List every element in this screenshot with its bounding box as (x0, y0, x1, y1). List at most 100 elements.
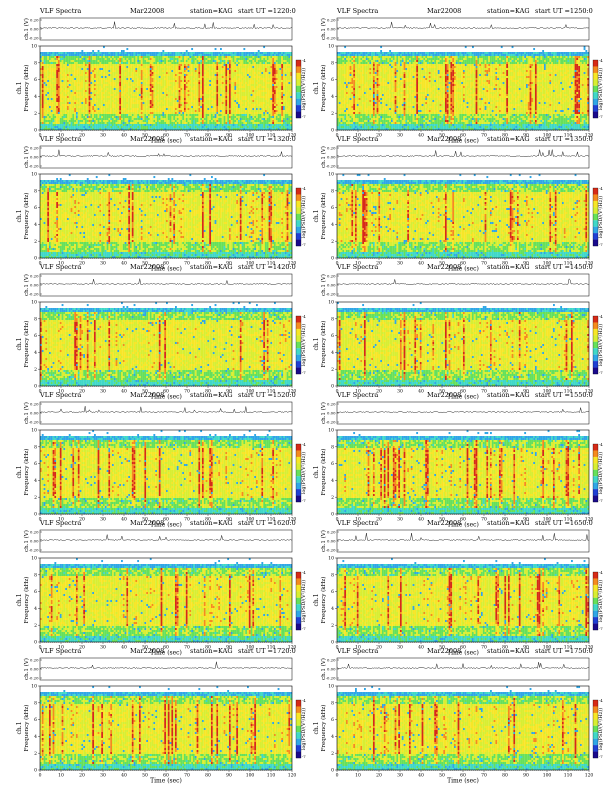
spectrogram-cell (49, 88, 51, 90)
spectrogram-cell (206, 68, 208, 70)
spectrogram-cell (155, 114, 157, 116)
spectrogram-cell (265, 112, 267, 114)
spectrogram-cell (242, 124, 244, 126)
spectrogram-cell (263, 98, 265, 100)
spectrogram-cell (49, 54, 51, 56)
spectrogram-cell (90, 100, 92, 102)
spectrogram-cell (179, 102, 181, 104)
spectrogram-cell (155, 120, 157, 122)
spectrogram-cell (135, 88, 137, 90)
spectrogram-cell (101, 70, 103, 72)
spectrogram-cell (231, 68, 233, 70)
spectrogram-cell (207, 114, 209, 116)
spectrogram-cell (89, 64, 91, 66)
spectrogram-cell (209, 92, 211, 94)
spectrogram-cell (206, 58, 208, 60)
spectrogram-cell (101, 62, 103, 64)
spectrogram-cell (261, 126, 263, 128)
spectrogram-cell (92, 72, 94, 74)
spectrogram-cell (175, 108, 177, 110)
spectrogram-cell (265, 108, 267, 110)
spectrogram-cell (198, 58, 200, 60)
spectrogram-cell (261, 100, 263, 102)
spectrogram-cell (132, 56, 134, 58)
spectrogram-cell (98, 54, 100, 56)
spectrogram-cell (251, 116, 253, 118)
spectrogram-cell (92, 64, 94, 66)
spectrogram-cell (245, 68, 247, 70)
spectrogram-cell (58, 60, 60, 62)
spectrogram-cell (184, 72, 186, 74)
spectrogram-cell (139, 76, 141, 78)
spectrogram-cell (251, 66, 253, 68)
spectrogram-cell (65, 104, 67, 106)
spectrogram-cell (267, 64, 269, 66)
spectrogram-cell (87, 52, 89, 54)
spectrogram-cell (195, 92, 197, 94)
spectrogram-cell (130, 68, 132, 70)
spectrogram-cell (224, 88, 226, 90)
spectrogram-cell (83, 104, 85, 106)
spectrogram-cell (54, 94, 56, 96)
spectrogram-cell (155, 80, 157, 82)
spectrogram-cell (135, 118, 137, 120)
spectrogram-cell (132, 74, 134, 76)
spectrogram-cell (191, 74, 193, 76)
spectrogram-cell (56, 124, 58, 126)
spectrogram-cell (54, 112, 56, 114)
spectrogram-cell (132, 70, 134, 72)
spectrogram-cell (186, 80, 188, 82)
spectrogram-cell (85, 52, 87, 54)
spectrogram-cell (143, 94, 145, 96)
spectrogram-cell (134, 56, 136, 58)
spectrogram-cell (202, 72, 204, 74)
spectrogram-cell (146, 92, 148, 94)
spectrogram-cell (128, 98, 130, 100)
spectrogram-cell (54, 76, 56, 78)
spectrogram-cell (269, 68, 271, 70)
spectrogram-cell (135, 122, 137, 124)
spectrogram-cell (44, 54, 46, 56)
spectrogram-cell (60, 94, 62, 96)
spectrogram-cell (182, 58, 184, 60)
spectrogram-cell (238, 82, 240, 84)
spectrogram-cell (141, 52, 143, 54)
spectrogram-cell (81, 122, 83, 124)
spectrogram-cell (155, 56, 157, 58)
spectrogram-cell (132, 80, 134, 82)
spectrogram-cell (159, 80, 161, 82)
spectrogram-cell (152, 106, 154, 108)
spectrogram-cell (126, 126, 128, 128)
spectrogram-cell (177, 72, 179, 74)
spectrogram-cell (78, 108, 80, 110)
spectrogram-cell (85, 120, 87, 122)
spectrogram-cell (164, 112, 166, 114)
spectrogram-cell (112, 88, 114, 90)
spectrogram-cell (247, 126, 249, 128)
spectrogram-cell (132, 100, 134, 102)
spectrogram-cell (193, 56, 195, 58)
spectrogram-cell (101, 108, 103, 110)
spectrogram-cell (130, 54, 132, 56)
spectrogram-cell (123, 112, 125, 114)
spectrogram-cell (117, 62, 119, 64)
spectrogram-cell (215, 68, 217, 70)
spectrogram-cell (200, 96, 202, 98)
spectrogram-cell (157, 86, 159, 88)
spectrogram-cell (161, 56, 163, 58)
spectrogram-cell (148, 56, 150, 58)
spectrogram-cell (45, 104, 47, 106)
spectrogram-cell (231, 104, 233, 106)
spectrogram-cell (49, 94, 51, 96)
spectrogram-cell (162, 86, 164, 88)
spectrogram-cell (204, 54, 206, 56)
spectrogram-cell (218, 98, 220, 100)
spectrogram-cell (98, 50, 100, 52)
spectrogram-cell (242, 110, 244, 112)
spectrogram-cell (134, 110, 136, 112)
spectrogram-cell (177, 100, 179, 102)
spectrogram-cell (184, 80, 186, 82)
spectrogram-cell (263, 52, 265, 54)
spectrogram-cell (229, 122, 231, 124)
spectrogram-cell (249, 56, 251, 58)
